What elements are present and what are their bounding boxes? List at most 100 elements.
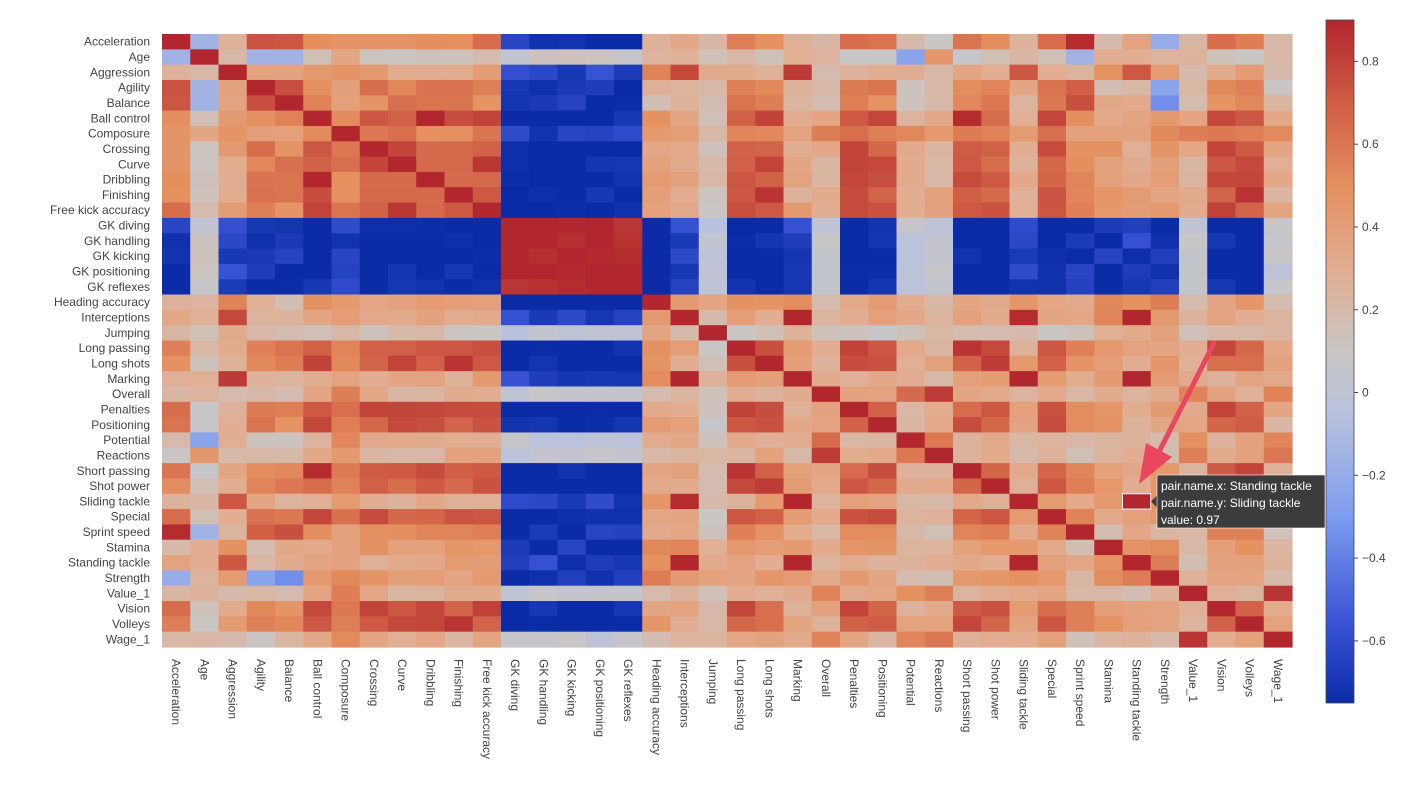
heatmap-cell[interactable] <box>501 217 530 234</box>
heatmap-cell[interactable] <box>1150 64 1180 81</box>
heatmap-cell[interactable] <box>472 432 502 449</box>
heatmap-cell[interactable] <box>1235 79 1265 96</box>
heatmap-cell[interactable] <box>1009 64 1039 81</box>
heatmap-cell[interactable] <box>472 447 502 464</box>
heatmap-cell[interactable] <box>1263 355 1293 372</box>
heatmap-cell[interactable] <box>359 110 389 127</box>
heatmap-cell[interactable] <box>331 79 361 96</box>
heatmap-cell[interactable] <box>1263 309 1293 326</box>
heatmap-cell[interactable] <box>246 555 276 571</box>
heatmap-cell[interactable] <box>924 34 954 50</box>
heatmap-cell[interactable] <box>924 248 954 265</box>
heatmap-cell[interactable] <box>698 34 728 50</box>
heatmap-cell[interactable] <box>953 463 982 480</box>
heatmap-cell[interactable] <box>924 156 954 173</box>
heatmap-cell[interactable] <box>388 570 417 587</box>
heatmap-cell[interactable] <box>953 294 982 311</box>
heatmap-cell[interactable] <box>331 570 361 587</box>
heatmap-cell[interactable] <box>1122 417 1152 434</box>
heatmap-cell[interactable] <box>557 95 587 112</box>
heatmap-cell[interactable] <box>896 34 926 50</box>
heatmap-cell[interactable] <box>416 417 446 434</box>
heatmap-cell[interactable] <box>840 463 869 480</box>
heatmap-cell[interactable] <box>1066 555 1095 571</box>
heatmap-cell[interactable] <box>1009 524 1039 541</box>
heatmap-cell[interactable] <box>1009 340 1039 357</box>
heatmap-cell[interactable] <box>331 509 361 525</box>
heatmap-cell[interactable] <box>1207 325 1237 342</box>
heatmap-cell[interactable] <box>416 34 446 50</box>
heatmap-cell[interactable] <box>1094 64 1124 81</box>
heatmap-cell[interactable] <box>642 478 672 495</box>
heatmap-cell[interactable] <box>303 555 333 571</box>
heatmap-cell[interactable] <box>811 355 841 372</box>
heatmap-cell[interactable] <box>444 509 474 525</box>
heatmap-cell[interactable] <box>953 616 982 633</box>
heatmap-cell[interactable] <box>416 110 446 127</box>
heatmap-cell[interactable] <box>1037 524 1067 541</box>
heatmap-cell[interactable] <box>388 524 417 541</box>
heatmap-cell[interactable] <box>246 187 276 204</box>
heatmap-cell[interactable] <box>359 187 389 204</box>
heatmap-cell[interactable] <box>1235 539 1265 556</box>
heatmap-cell[interactable] <box>670 34 700 50</box>
heatmap-cell[interactable] <box>218 141 248 158</box>
heatmap-cell[interactable] <box>246 95 276 112</box>
heatmap-cell[interactable] <box>1037 355 1067 372</box>
heatmap-cell[interactable] <box>698 156 728 173</box>
heatmap-cell[interactable] <box>868 110 898 127</box>
heatmap-cell[interactable] <box>218 493 248 510</box>
heatmap-cell[interactable] <box>840 34 869 50</box>
heatmap-cell[interactable] <box>246 156 276 173</box>
heatmap-cell[interactable] <box>162 539 191 556</box>
heatmap-cell[interactable] <box>840 417 869 434</box>
heatmap-cell[interactable] <box>614 64 643 81</box>
heatmap-cell[interactable] <box>331 34 361 50</box>
heatmap-cell[interactable] <box>246 493 276 510</box>
heatmap-cell[interactable] <box>953 279 982 296</box>
heatmap-cell[interactable] <box>811 340 841 357</box>
heatmap-cell[interactable] <box>727 601 756 617</box>
heatmap-cell[interactable] <box>275 447 304 464</box>
heatmap-cell[interactable] <box>1009 49 1039 66</box>
heatmap-cell[interactable] <box>501 171 530 188</box>
heatmap-cell[interactable] <box>727 49 756 66</box>
heatmap-cell[interactable] <box>1066 447 1095 464</box>
heatmap-cell[interactable] <box>1263 233 1293 250</box>
heatmap-cell[interactable] <box>331 539 361 556</box>
heatmap-cell[interactable] <box>953 202 982 219</box>
heatmap-cell[interactable] <box>529 631 559 648</box>
heatmap-cell[interactable] <box>1207 294 1237 311</box>
heatmap-cell[interactable] <box>953 141 982 158</box>
heatmap-cell[interactable] <box>1009 432 1039 449</box>
heatmap-cell[interactable] <box>868 233 898 250</box>
heatmap-cell[interactable] <box>1066 463 1095 480</box>
heatmap-cell[interactable] <box>557 585 587 602</box>
heatmap-cell[interactable] <box>614 202 643 219</box>
heatmap-cell[interactable] <box>472 371 502 388</box>
heatmap-cell[interactable] <box>755 49 785 66</box>
heatmap-cell[interactable] <box>246 386 276 403</box>
heatmap-cell[interactable] <box>388 509 417 525</box>
heatmap-cell[interactable] <box>642 340 672 357</box>
heatmap-cell[interactable] <box>868 171 898 188</box>
heatmap-cell[interactable] <box>275 233 304 250</box>
heatmap-cell[interactable] <box>953 187 982 204</box>
heatmap-cell[interactable] <box>303 478 333 495</box>
heatmap-cell[interactable] <box>614 325 643 342</box>
heatmap-cell[interactable] <box>981 202 1011 219</box>
heatmap-cell[interactable] <box>275 110 304 127</box>
heatmap-cell[interactable] <box>1122 233 1152 250</box>
heatmap-cell[interactable] <box>585 616 615 633</box>
heatmap-cell[interactable] <box>642 217 672 234</box>
heatmap-cell[interactable] <box>1207 141 1237 158</box>
heatmap-cell[interactable] <box>783 432 813 449</box>
heatmap-cell[interactable] <box>1150 539 1180 556</box>
heatmap-cell[interactable] <box>331 447 361 464</box>
heatmap-cell[interactable] <box>896 325 926 342</box>
heatmap-cell[interactable] <box>529 34 559 50</box>
heatmap-cell[interactable] <box>1094 340 1124 357</box>
heatmap-cell[interactable] <box>1150 631 1180 648</box>
heatmap-cell[interactable] <box>246 49 276 66</box>
heatmap-cell[interactable] <box>218 509 248 525</box>
